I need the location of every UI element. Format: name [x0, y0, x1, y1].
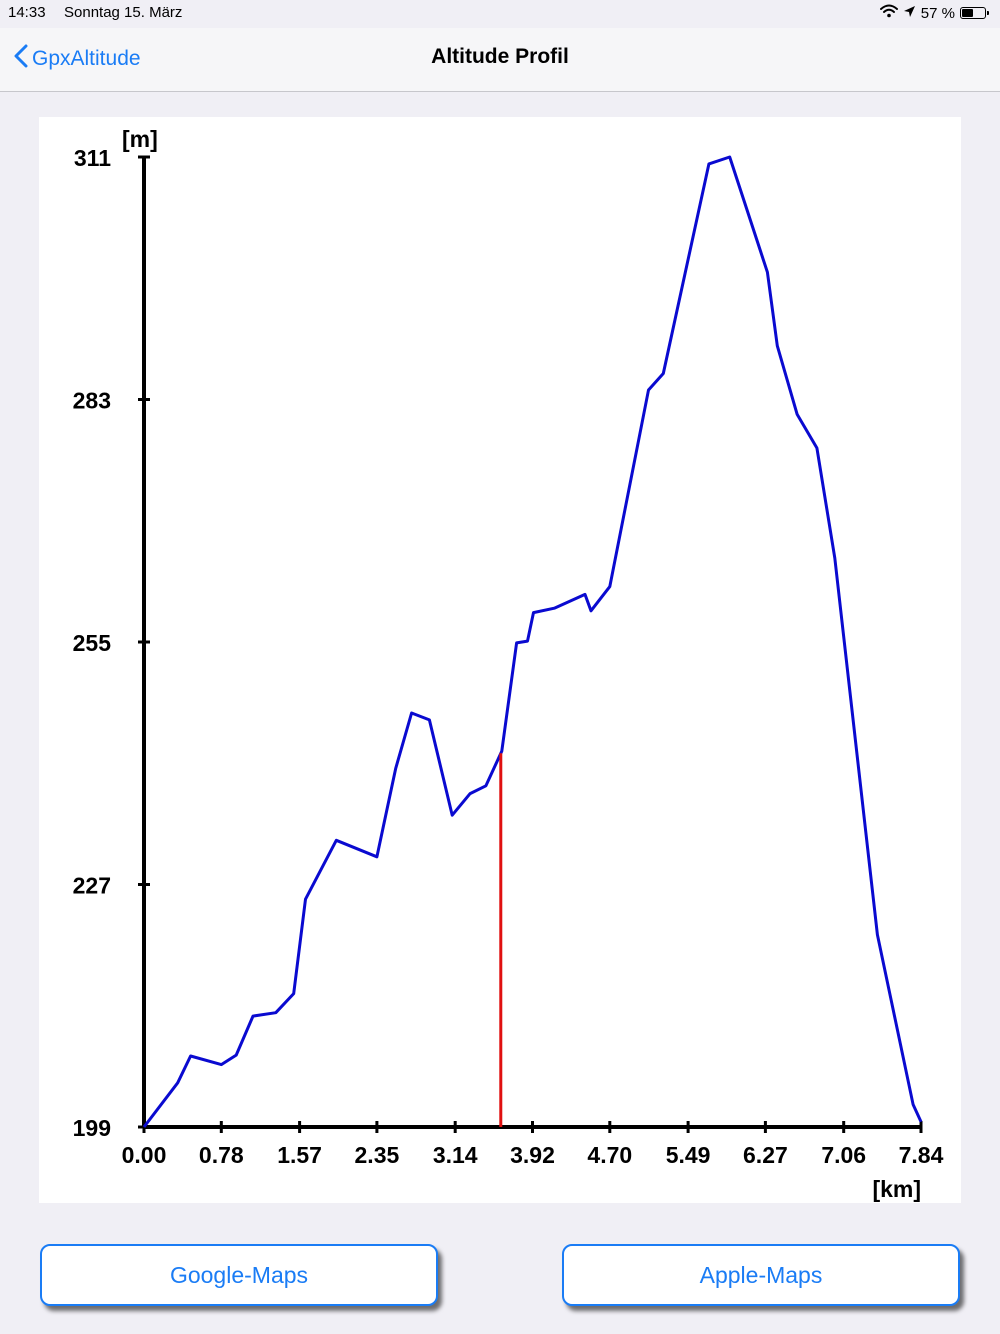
x-tick-label: 3.92: [510, 1142, 555, 1168]
battery-icon: [960, 7, 989, 19]
altitude-profile-line: [142, 155, 923, 1128]
altitude-chart-panel: [m] [km] 199 227 255 283 311 0.00 0.78 1.57 2.35 3…: [39, 117, 961, 1203]
apple-maps-button[interactable]: Apple-Maps: [562, 1244, 960, 1306]
battery-percent: 57 %: [920, 4, 955, 22]
y-tick-label: 283: [73, 388, 111, 414]
chevron-left-icon: [14, 44, 28, 74]
x-tick-label: 7.84: [899, 1142, 944, 1168]
chart-ticks: 199 227 255 283 311 0.00 0.78 1.57 2.35 3.14 3.92 4…: [73, 145, 944, 1168]
x-tick-label: 0.78: [199, 1142, 244, 1168]
status-time: 14:33: [8, 4, 46, 21]
back-button-label: GpxAltitude: [32, 47, 141, 70]
x-tick-label: 7.06: [821, 1142, 866, 1168]
status-bar: 14:33 Sonntag 15. März 57 %: [0, 0, 1000, 28]
x-tick-label: 5.49: [666, 1142, 711, 1168]
page-title: Altitude Profil: [431, 45, 569, 68]
x-tick-label: 2.35: [355, 1142, 400, 1168]
location-arrow-icon: [903, 5, 916, 22]
y-tick-label: 311: [74, 145, 111, 171]
wifi-icon: [879, 4, 898, 22]
x-tick-label: 1.57: [277, 1142, 322, 1168]
altitude-chart: [m] [km] 199 227 255 283 311 0.00 0.78 1.57 2.35 3…: [73, 126, 944, 1202]
x-tick-label: 3.14: [433, 1142, 478, 1168]
y-tick-label: 227: [73, 873, 111, 899]
google-maps-button[interactable]: Google-Maps: [40, 1244, 438, 1306]
y-tick-label: 199: [73, 1115, 111, 1141]
y-axis-label: [m]: [122, 126, 158, 152]
status-date: Sonntag 15. März: [64, 4, 183, 21]
chart-series: [142, 155, 923, 1128]
status-indicators: 57 %: [879, 4, 989, 22]
x-tick-label: 0.00: [122, 1142, 167, 1168]
x-axis-label: [km]: [872, 1176, 921, 1202]
navigation-bar: GpxAltitude Altitude Profil: [0, 28, 1000, 92]
y-tick-label: 255: [73, 630, 112, 656]
x-tick-label: 4.70: [587, 1142, 632, 1168]
back-button[interactable]: GpxAltitude: [14, 42, 141, 76]
x-tick-label: 6.27: [743, 1142, 788, 1168]
